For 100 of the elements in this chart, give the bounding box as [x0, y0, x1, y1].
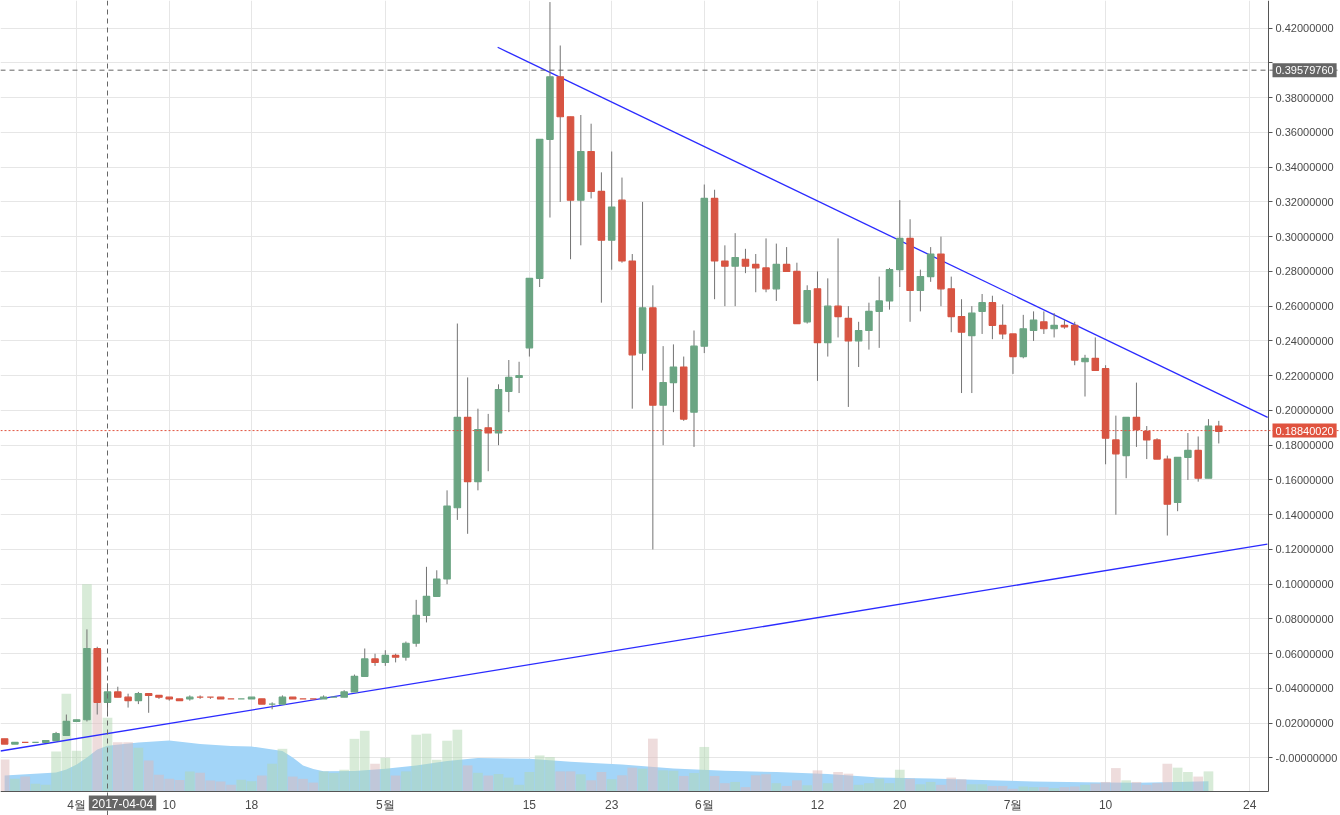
y-tick-label: 0.04000000 [1275, 682, 1334, 695]
bar [1172, 767, 1183, 792]
bar [1090, 783, 1101, 792]
candlestick [916, 269, 925, 312]
candlestick [926, 246, 935, 283]
bar [215, 781, 226, 792]
candlestick [515, 361, 523, 394]
y-tick-label: 0.36000000 [1275, 126, 1334, 139]
bar [339, 769, 349, 792]
y-tick-label: 0.08000000 [1275, 612, 1334, 625]
bar [668, 770, 679, 792]
candlestick [1081, 354, 1089, 398]
bar [894, 769, 905, 792]
bar [1203, 771, 1214, 792]
y-tick-label: 0.16000000 [1275, 473, 1334, 486]
bar [709, 775, 720, 792]
bar [617, 775, 627, 792]
bar [637, 768, 648, 792]
bar [524, 772, 535, 792]
y-tick-label: 0.22000000 [1275, 369, 1334, 382]
bar [596, 772, 607, 792]
bar [431, 759, 442, 792]
bar [133, 747, 144, 792]
candlestick [875, 276, 884, 349]
bar [936, 784, 946, 792]
candlestick [144, 693, 153, 714]
bar [874, 778, 885, 792]
bar [236, 779, 247, 792]
bar [925, 781, 936, 792]
x-tick-label: 24 [1242, 797, 1257, 812]
bar [678, 775, 689, 792]
bar [298, 778, 308, 792]
candlestick [1050, 312, 1058, 338]
bar [956, 779, 967, 792]
candlestick [669, 343, 678, 413]
bar [699, 746, 710, 792]
bar [1152, 783, 1162, 792]
bar [421, 733, 432, 792]
y-tick-label: 0.12000000 [1275, 543, 1334, 556]
candlestick [751, 253, 760, 293]
y-tick-label: 0.10000000 [1275, 578, 1334, 591]
bar [71, 750, 82, 792]
bar [946, 777, 957, 792]
y-tick-label: 0.18000000 [1275, 439, 1334, 452]
candlestick [505, 359, 513, 413]
bar [792, 780, 802, 792]
bar [370, 763, 380, 792]
bar [154, 774, 164, 792]
x-tick-label: 15 [522, 797, 537, 812]
bar [287, 776, 298, 792]
bar [380, 757, 391, 792]
bar [689, 773, 699, 792]
y-tick-label: -0.00000000 [1275, 751, 1338, 764]
ref-line-label: 0.39579760 [1275, 64, 1334, 77]
candlestick [124, 693, 132, 709]
ref-line-label: 0.18840020 [1275, 424, 1334, 437]
candlestick [741, 248, 750, 274]
bar [514, 784, 524, 792]
bar [442, 740, 452, 792]
candlestick [422, 566, 431, 623]
bar [802, 785, 813, 792]
x-tick-label: 7월 [1003, 797, 1023, 812]
bar [277, 748, 288, 792]
bar [10, 778, 20, 792]
bar [195, 772, 205, 792]
candlestick [1153, 437, 1161, 460]
bar [164, 778, 175, 792]
bar [359, 730, 370, 792]
bar [905, 778, 915, 792]
bar [864, 783, 874, 792]
x-tick-label: 4월 [67, 797, 86, 812]
bar [257, 775, 267, 792]
candlestick [998, 303, 1007, 340]
candlestick [988, 295, 997, 340]
x-tick-label: 10 [1098, 797, 1113, 812]
bar [586, 780, 596, 792]
bar [329, 773, 339, 792]
bar [493, 774, 504, 792]
bar [40, 784, 51, 792]
candlestick [762, 237, 770, 293]
bar [226, 784, 236, 792]
candlestick [968, 305, 976, 394]
bar [51, 751, 61, 792]
bar [575, 774, 586, 792]
bar [473, 772, 483, 792]
bar [123, 742, 133, 792]
y-tick-label: 0.02000000 [1275, 717, 1334, 730]
y-tick-label: 0.06000000 [1275, 647, 1334, 660]
candlestick [731, 232, 739, 307]
bar [977, 784, 987, 792]
candlestick [721, 244, 729, 307]
candlestick [865, 302, 873, 351]
bar [503, 777, 514, 792]
bar [565, 771, 576, 792]
bar [411, 734, 422, 792]
bar [720, 783, 730, 792]
bar [822, 783, 833, 792]
candlestick [834, 237, 842, 338]
y-tick-label: 0.28000000 [1275, 265, 1334, 278]
bar [1162, 763, 1173, 792]
